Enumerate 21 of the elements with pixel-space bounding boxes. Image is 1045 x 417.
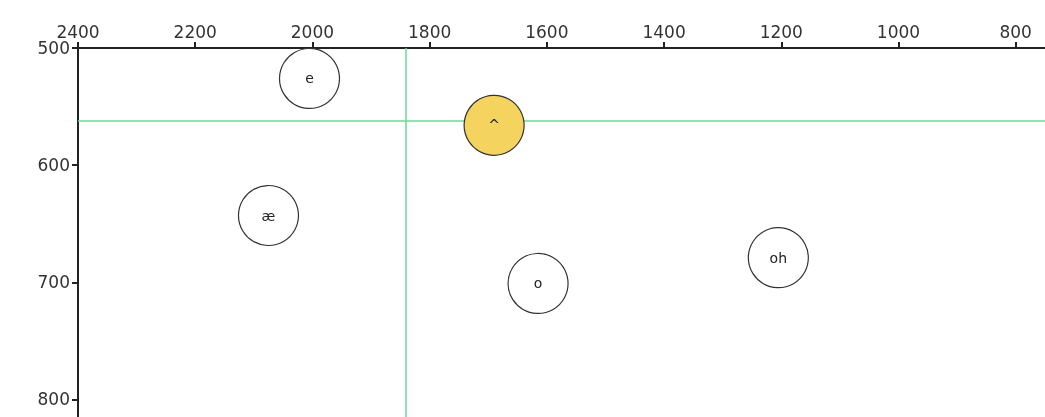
x-tick-label: 1000 — [876, 21, 921, 42]
x-tick-label: 2200 — [173, 21, 217, 42]
point — [463, 94, 525, 156]
x-tick-label: 1800 — [408, 21, 452, 42]
series-label: ^ — [488, 117, 500, 134]
point — [237, 184, 300, 247]
series-label: oh — [769, 249, 788, 266]
y-tick-label: 700 — [37, 272, 70, 293]
x-tick-label: 1200 — [759, 21, 803, 42]
point — [507, 252, 569, 315]
x-tick-label: 1400 — [642, 21, 686, 42]
x-tick-label: 800 — [999, 21, 1032, 42]
point — [747, 227, 809, 289]
series-label: e — [305, 70, 314, 87]
x-tick-label: 2000 — [290, 21, 335, 42]
x-tick-label: 1600 — [525, 21, 569, 42]
y-tick-label: 800 — [37, 389, 70, 410]
y-tick-label: 600 — [37, 155, 70, 176]
series-label: o — [533, 275, 543, 292]
point — [278, 47, 341, 110]
series-label: æ — [261, 207, 276, 224]
